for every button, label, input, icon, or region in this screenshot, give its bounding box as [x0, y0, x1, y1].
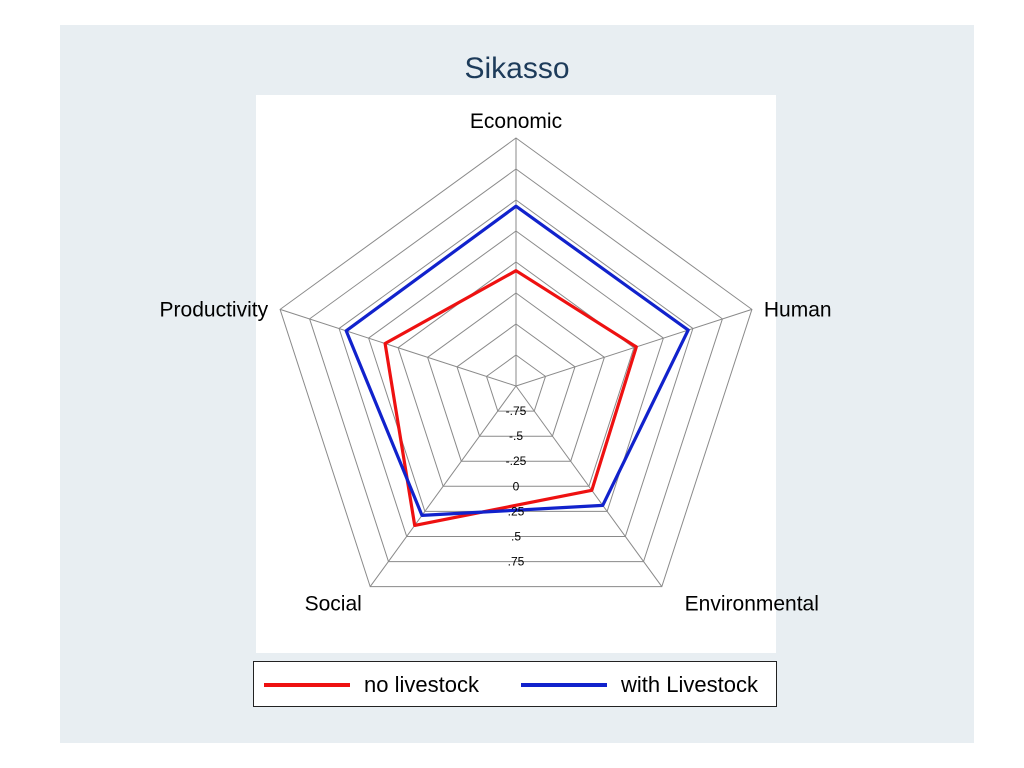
legend-label-no-livestock: no livestock [364, 672, 479, 697]
chart-title: Sikasso [464, 52, 570, 85]
axis-label-economic: Economic [470, 110, 562, 133]
radar-spoke-4 [279, 308, 517, 387]
axis-label-environmental: Environmental [685, 593, 819, 616]
legend-label-with-livestock: with Livestock [621, 672, 758, 697]
series-with-livestock [344, 204, 690, 518]
series-no-livestock [383, 269, 638, 528]
radar-ring-1 [456, 323, 576, 437]
radar-tick-label: .25 [508, 504, 525, 518]
radar-spoke-1 [515, 308, 753, 387]
radar-tick-label: 0 [513, 479, 520, 493]
chart-legend: no livestock with Livestock [253, 661, 777, 707]
radar-ring-0 [485, 354, 547, 412]
radar-tick-label: .75 [508, 555, 525, 569]
axis-label-productivity: Productivity [160, 298, 269, 321]
radar-tick-labels: -.75 -.5 -.25 0 .25 .5 .75 [506, 404, 527, 568]
radar-tick-label: .5 [511, 530, 521, 544]
radar-tick-label: -.5 [509, 429, 523, 443]
axis-label-social: Social [305, 593, 362, 616]
radar-ring-6 [309, 168, 723, 563]
radar-axis-labels: Economic Human Environmental Social Producti… [160, 110, 832, 616]
radar-spoke-3 [369, 385, 517, 587]
radar-series [344, 204, 690, 528]
radar-ring-2 [427, 292, 605, 462]
axis-label-human: Human [764, 298, 832, 321]
legend-item-no-livestock: no livestock [264, 662, 479, 708]
radar-tick-label: -.75 [506, 404, 527, 418]
radar-tick-label: -.25 [506, 454, 527, 468]
legend-swatch-with-livestock [521, 683, 607, 687]
radar-spokes [279, 138, 753, 587]
legend-swatch-no-livestock [264, 683, 350, 687]
radar-ring-5 [338, 199, 694, 537]
radar-ring-7 [279, 137, 753, 588]
radar-spoke-2 [515, 385, 663, 587]
legend-item-with-livestock: with Livestock [521, 662, 758, 708]
